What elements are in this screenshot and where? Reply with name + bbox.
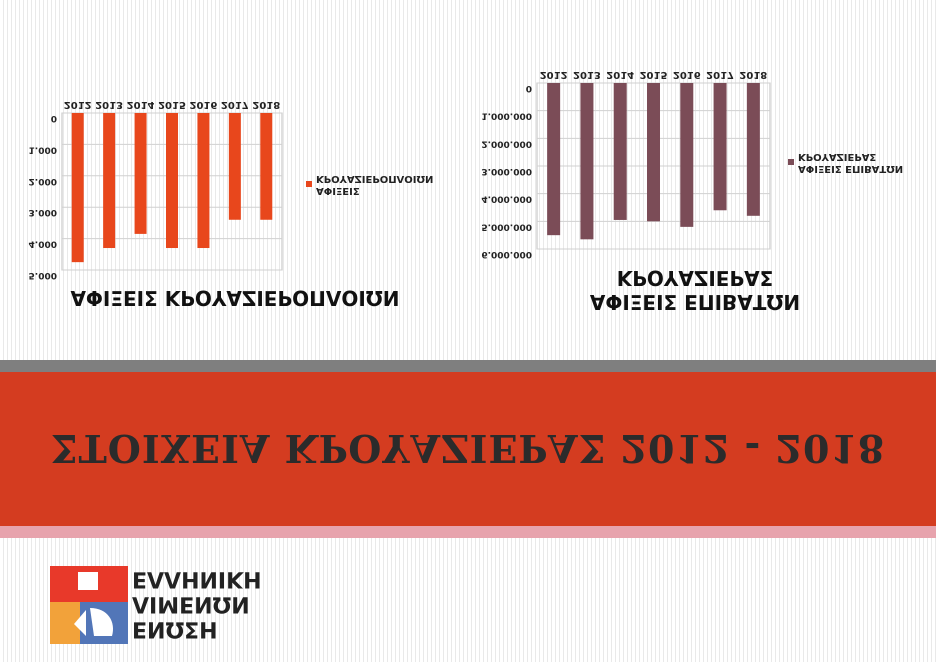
bar-2014 [134,113,147,234]
banner-red-band [0,372,936,526]
y-tick-label: 0 [51,113,57,123]
y-tick-label: 1.000 [29,144,57,154]
x-tick-label: 2016 [673,69,701,80]
logo: ΕΝΩΣΗ ΛΙΜΕΝΩΝ ΕΛΛΗΝΙΚΗ [50,566,262,648]
x-tick-label: 2014 [127,99,155,110]
x-tick-label: 2012 [64,99,92,110]
x-tick-label: 2018 [739,69,767,80]
legend-swatch [306,181,312,187]
y-tick-label: 0 [526,83,532,93]
bar-2015 [647,83,660,222]
y-tick-label: 3.000.000 [481,166,532,176]
chart2-title-line-2: ΑΦΙΞΕΙΣ ΕΠΙΒΑΤΩΝ [589,290,801,314]
x-tick-label: 2015 [640,69,668,80]
legend-header: ΚΡΟΥΑΖΙΕΡΟΠΛΟΙΩΝ [316,173,433,184]
bar-2013 [580,83,594,240]
x-tick-label: 2013 [573,69,601,80]
bar-2018 [260,113,273,220]
y-tick-label: 1.000.000 [481,111,532,121]
bar-2016 [197,113,210,249]
y-tick-label: 3.000 [29,207,57,217]
chart2-title: ΑΦΙΞΕΙΣ ΕΠΙΒΑΤΩΝ ΚΡΟΥΑΖΙΕΡΑΣ [560,266,830,314]
bar-2017 [228,113,241,220]
y-tick-label: 4.000 [29,239,57,249]
chart2-title-line-1: ΚΡΟΥΑΖΙΕΡΑΣ [616,266,774,290]
bar-2012 [547,83,561,236]
banner-title: ΣΤΟΙΧΕΙΑ ΚΡΟΥΑΖΙΕΡΑΣ 2012 - 2018 [50,426,886,472]
x-tick-label: 2017 [221,99,249,110]
x-tick-label: 2015 [158,99,186,110]
y-tick-label: 5.000.000 [481,221,532,231]
logo-text: ΕΝΩΣΗ ΛΙΜΕΝΩΝ ΕΛΛΗΝΙΚΗ [132,566,262,641]
legend-header: ΚΡΟΥΑΖΙΕΡΑΣ [798,151,876,162]
chart1-title: ΑΦΙΞΕΙΣ ΚΡΟΥΑΖΙΕΡΟΠΛΟΙΩΝ [70,286,400,310]
logo-line-2: ΛΙΜΕΝΩΝ [132,591,250,616]
logo-line-3: ΕΝΩΣΗ [132,616,218,641]
chart-passenger-arrivals: 0 1.000.000 2.000.000 3.000.000 4.000.000 5.0… [481,69,903,259]
y-tick-label: 2.000 [29,176,57,186]
bar-2018 [746,83,760,216]
bar-2015 [166,113,178,249]
bar-2012 [71,113,84,263]
legend-entry: ΑΦΙΞΕΙΣ ΕΠΙΒΑΤΩΝ [798,163,903,174]
legend-swatch [788,159,794,165]
y-tick-label: 6.000.000 [481,249,532,259]
x-tick-label: 2012 [540,69,568,80]
x-tick-label: 2017 [706,69,734,80]
x-tick-label: 2018 [252,99,280,110]
y-tick-label: 5.000 [29,270,57,280]
bar-2017 [713,83,727,211]
bar-2016 [680,83,694,227]
logo-mark-icon [50,566,128,644]
banner-grey-stripe [0,360,936,372]
x-tick-label: 2014 [606,69,634,80]
logo-line-1: ΕΛΛΗΝΙΚΗ [132,566,262,591]
legend-entry: ΑΦΙΞΕΙΣ [316,185,360,196]
x-tick-label: 2013 [95,99,123,110]
bar-2014 [613,83,627,220]
y-tick-label: 4.000.000 [481,194,532,204]
bar-2013 [103,113,116,249]
x-tick-label: 2016 [190,99,218,110]
y-tick-label: 2.000.000 [481,138,532,148]
banner-pink-stripe [0,526,936,538]
